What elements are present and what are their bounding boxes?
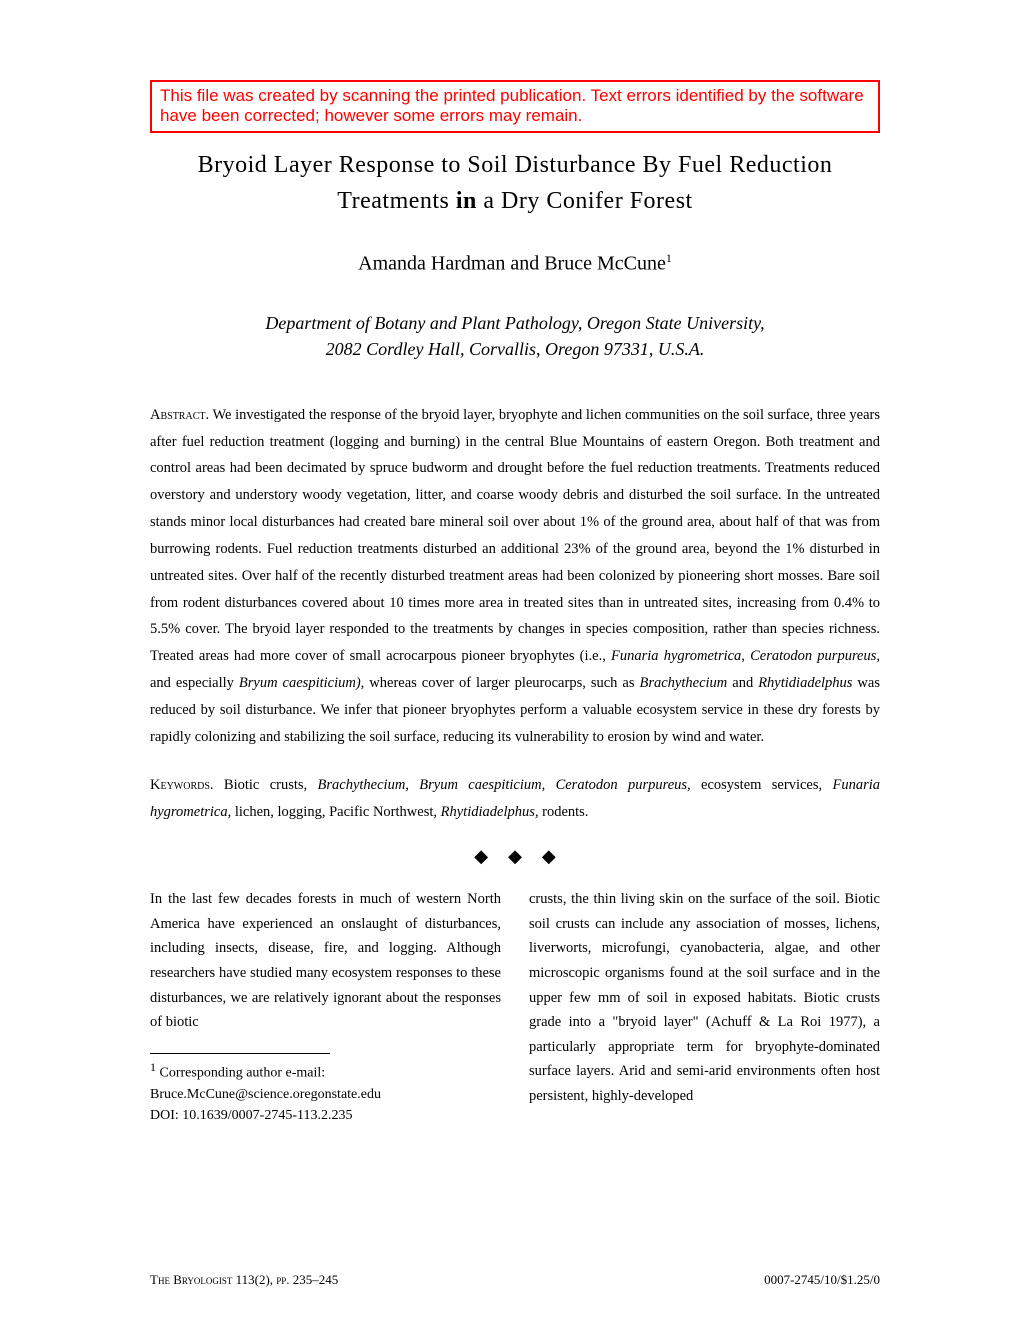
abstract-part2: and especially: [150, 675, 239, 691]
keywords-italic3: Rhytidiadelphus,: [441, 804, 539, 820]
body-column-left: In the last few decades forests in much …: [150, 887, 501, 1126]
keywords-part2: ecosystem services,: [691, 777, 833, 793]
scan-notice-box: This file was created by scanning the pr…: [150, 80, 880, 133]
footnote-rule: [150, 1053, 330, 1054]
footnote: 1 Corresponding author e-mail: Bruce.McC…: [150, 1058, 501, 1126]
title-line2-pre: Treatments: [337, 188, 456, 214]
footer-right: 0007-2745/10/$1.25/0: [764, 1272, 880, 1288]
abstract: Abstract. We investigated the response o…: [150, 402, 880, 751]
keywords-part1: Biotic crusts,: [214, 777, 318, 793]
paper-title: Bryoid Layer Response to Soil Disturbanc…: [150, 147, 880, 219]
footer-left: The Bryologist 113(2), pp. 235–245: [150, 1272, 338, 1288]
footnote-label: Corresponding author e-mail:: [156, 1066, 325, 1081]
section-separator: ◆ ◆ ◆: [150, 846, 880, 867]
diamond-icon: ◆: [508, 846, 522, 867]
abstract-italic2: Bryum caespiticium),: [239, 675, 364, 691]
diamond-icon: ◆: [542, 846, 556, 867]
footnote-email: Bruce.McCune@science.oregonstate.edu: [150, 1087, 381, 1102]
abstract-italic3: Brachythecium: [639, 675, 727, 691]
title-line1: Bryoid Layer Response to Soil Disturbanc…: [198, 152, 833, 178]
keywords-part4: rodents.: [539, 804, 589, 820]
abstract-part3: whereas cover of larger pleurocarps, suc…: [364, 675, 639, 691]
title-line2-bold: in: [456, 188, 477, 214]
scan-notice-text: This file was created by scanning the pr…: [160, 86, 864, 125]
diamond-icon: ◆: [474, 846, 488, 867]
keywords: Keywords. Biotic crusts, Brachythecium, …: [150, 772, 880, 826]
authors-sup: 1: [666, 251, 672, 265]
affiliation-line2: 2082 Cordley Hall, Corvallis, Oregon 973…: [326, 339, 705, 359]
abstract-part1: We investigated the response of the bryo…: [150, 407, 880, 664]
body-column-right: crusts, the thin living skin on the surf…: [529, 887, 880, 1126]
page-footer: The Bryologist 113(2), pp. 235–245 0007-…: [150, 1272, 880, 1288]
affiliation: Department of Botany and Plant Pathology…: [150, 311, 880, 361]
authors: Amanda Hardman and Bruce McCune1: [150, 251, 880, 276]
affiliation-line1: Department of Botany and Plant Pathology…: [265, 313, 764, 333]
authors-text: Amanda Hardman and Bruce McCune: [358, 252, 666, 274]
body-right-text: crusts, the thin living skin on the surf…: [529, 887, 880, 1109]
title-line2-post: a Dry Conifer Forest: [477, 188, 693, 214]
keywords-part3: lichen, logging, Pacific Northwest,: [231, 804, 440, 820]
footnote-doi: DOI: 10.1639/0007-2745-113.2.235: [150, 1108, 352, 1123]
abstract-italic4: Rhytidiadelphus: [758, 675, 852, 691]
keywords-italic1: Brachythecium, Bryum caespiticium, Cerat…: [318, 777, 691, 793]
body-columns: In the last few decades forests in much …: [150, 887, 880, 1126]
keywords-label: Keywords.: [150, 777, 214, 793]
abstract-part4: and: [727, 675, 758, 691]
body-left-text: In the last few decades forests in much …: [150, 887, 501, 1035]
abstract-italic1: Funaria hygrometrica, Ceratodon purpureu…: [611, 648, 880, 664]
abstract-label: Abstract.: [150, 407, 209, 423]
